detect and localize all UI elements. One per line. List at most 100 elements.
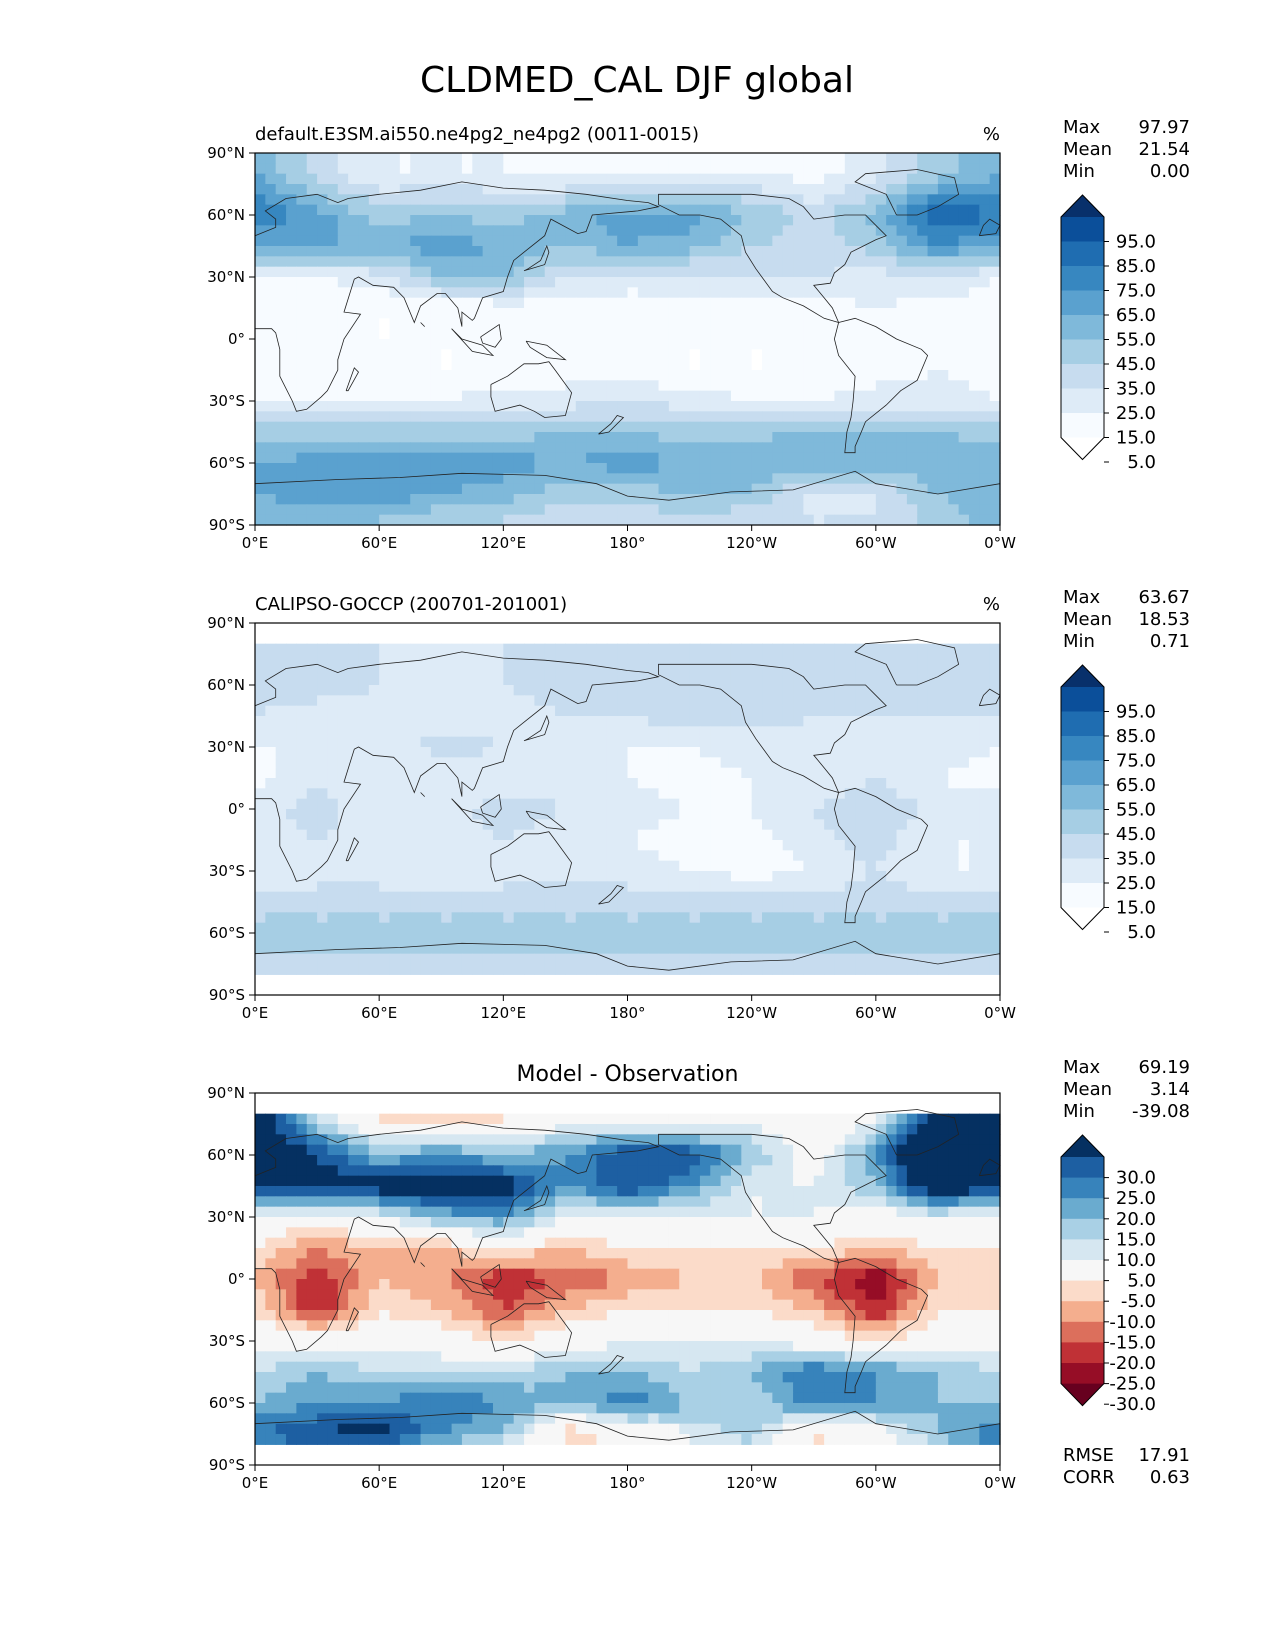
field-cell: [875, 943, 887, 955]
field-cell: [306, 871, 318, 882]
field-cell: [689, 912, 701, 924]
field-cell: [575, 685, 587, 696]
field-cell: [689, 287, 701, 299]
field-cell: [627, 943, 639, 955]
field-cell: [824, 452, 836, 464]
field-cell: [317, 277, 329, 288]
field-cell: [648, 736, 660, 748]
field-cell: [379, 308, 391, 319]
field-cell: [958, 757, 970, 769]
field-cell: [699, 840, 711, 851]
field-cell: [772, 246, 784, 257]
field-cell: [958, 664, 970, 676]
field-cell: [710, 297, 722, 309]
field-cell: [689, 674, 701, 686]
field-cell: [544, 277, 556, 288]
field-cell: [461, 463, 473, 474]
field-cell: [420, 902, 432, 913]
field-cell: [865, 153, 877, 164]
field-cell: [710, 840, 722, 851]
field-cell: [813, 902, 825, 913]
field-cell: [772, 840, 784, 851]
field-cell: [751, 664, 763, 676]
field-cell: [979, 266, 991, 278]
field-cell: [948, 266, 960, 278]
field-cell: [255, 871, 266, 882]
field-cell: [658, 277, 670, 288]
field-cell: [896, 297, 908, 309]
field-cell: [337, 173, 349, 185]
field-cell: [730, 235, 742, 247]
field-cell: [658, 287, 670, 299]
field-cell: [927, 359, 939, 371]
field-cell: [255, 840, 266, 851]
field-cell: [679, 643, 691, 655]
field-cell: [762, 421, 773, 433]
field-cell: [482, 881, 494, 893]
field-cell: [575, 266, 587, 278]
field-cell: [668, 747, 680, 758]
field-cell: [296, 184, 308, 195]
field-cell: [482, 411, 494, 423]
field-cell: [472, 380, 484, 392]
field-cell: [586, 871, 598, 882]
field-cell: [803, 308, 815, 319]
field-cell: [772, 953, 784, 965]
field-cell: [741, 308, 753, 319]
field-cell: [927, 685, 939, 696]
field-cell: [586, 757, 598, 769]
field-cell: [451, 432, 463, 443]
field-cell: [741, 163, 753, 175]
field-cell: [513, 194, 525, 206]
field-cell: [834, 163, 846, 175]
field-cell: [979, 194, 991, 206]
field-cell: [337, 287, 349, 299]
field-cell: [813, 266, 825, 278]
field-cell: [699, 328, 711, 340]
field-cell: [865, 902, 877, 913]
field-cell: [565, 798, 577, 810]
field-cell: [586, 736, 598, 748]
field-cell: [617, 225, 629, 237]
field-cell: [813, 153, 825, 164]
field-cell: [317, 664, 329, 676]
field-cell: [389, 643, 401, 655]
field-cell: [741, 922, 753, 934]
field-cell: [482, 390, 494, 402]
field-cell: [627, 390, 639, 402]
field-cell: [555, 256, 567, 268]
field-cell: [513, 277, 525, 288]
field-cell: [379, 153, 391, 164]
field-cell: [772, 747, 784, 758]
field-cell: [555, 757, 567, 769]
field-cell: [937, 840, 949, 851]
field-cell: [317, 318, 329, 330]
field-cell: [865, 747, 877, 758]
field-cell: [358, 184, 370, 195]
field-cell: [255, 891, 266, 903]
field-cell: [544, 184, 556, 195]
field-cell: [368, 184, 380, 195]
field-cell: [637, 432, 649, 443]
field-cell: [389, 922, 401, 934]
field-cell: [762, 964, 773, 975]
field-cell: [989, 912, 1001, 924]
field-cell: [699, 922, 711, 934]
field-cell: [989, 922, 1001, 934]
field-cell: [286, 933, 297, 944]
field-cell: [461, 442, 473, 454]
field-cell: [399, 328, 411, 340]
field-cell: [555, 473, 567, 485]
field-cell: [565, 654, 577, 665]
field-cell: [368, 736, 380, 748]
field-cell: [906, 494, 918, 505]
field-cell: [813, 432, 825, 443]
field-cell: [637, 483, 649, 495]
field-cell: [524, 840, 535, 851]
field-cell: [337, 328, 349, 340]
field-cell: [668, 184, 680, 195]
field-cell: [865, 912, 877, 924]
field-cell: [255, 473, 266, 485]
field-cell: [461, 328, 473, 340]
field-cell: [534, 318, 546, 330]
